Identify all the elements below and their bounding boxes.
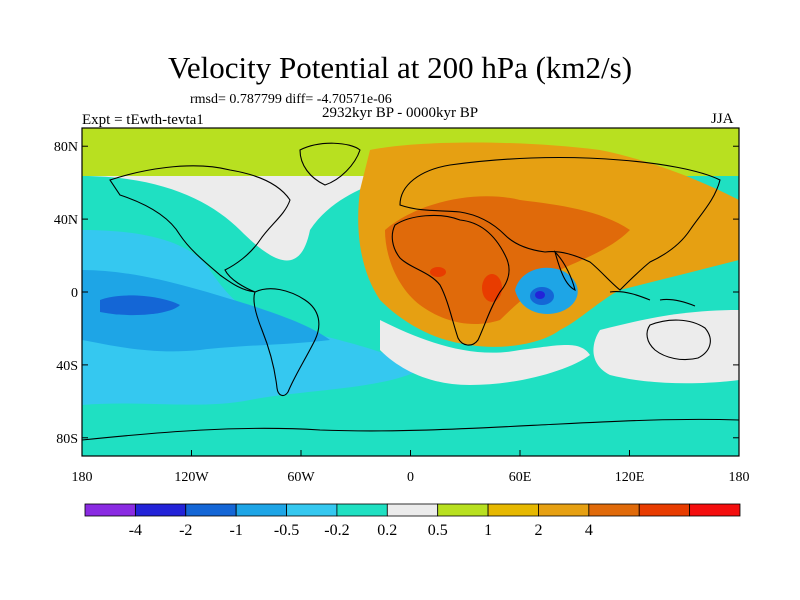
contour-south-atlantic-grey <box>380 320 590 385</box>
contour-australia-grey <box>593 310 739 384</box>
lon-tick-label: 0 <box>407 470 414 485</box>
coast-indonesia <box>609 291 696 307</box>
coast-india <box>553 250 576 292</box>
colorbar-label: 0.2 <box>377 522 397 539</box>
lon-tick-group: 180 120W 60W 0 60E 120E 180 <box>72 450 750 485</box>
coast-greenland <box>299 142 361 186</box>
contour-pacific-dark <box>100 295 180 316</box>
season-label: JJA <box>711 111 734 127</box>
colorbar-label: -4 <box>129 522 142 539</box>
experiment-label: Expt = tEwth-tevta1 <box>82 112 204 128</box>
lon-tick-label: 180 <box>729 470 750 485</box>
contour-core-west-africa <box>430 267 446 277</box>
colorbar-label: -1 <box>229 522 242 539</box>
colorbar-label: 2 <box>534 522 542 539</box>
lat-tick-group: 80N 40N 0 40S 80S <box>54 140 739 447</box>
lat-tick-label: 80N <box>54 140 78 155</box>
lat-tick-label: 40N <box>54 213 78 228</box>
colorbar-label: -0.2 <box>324 522 349 539</box>
contour-pacific-blue <box>82 270 330 352</box>
colorbar: -4 -2 -1 -0.5 -0.2 0.2 0.5 1 2 4 <box>84 503 741 539</box>
colorbar-swatch <box>638 503 691 517</box>
stats-text: rmsd= 0.787799 diff= -4.70571e-06 <box>190 92 392 107</box>
lat-tick-label: 0 <box>71 286 78 301</box>
colorbar-swatch <box>437 503 489 517</box>
lon-tick-label: 60E <box>509 470 532 485</box>
period-label: 2932kyr BP - 0000kyr BP <box>322 105 479 121</box>
coast-south-america <box>253 288 320 397</box>
colorbar-label: 1 <box>484 522 492 539</box>
coast-north-america <box>109 165 291 293</box>
coast-australia <box>646 319 711 361</box>
lat-tick-label: 80S <box>56 432 78 447</box>
colorbar-swatch <box>134 503 187 517</box>
coast-antarctica <box>82 418 739 441</box>
contour-fill-layer <box>82 128 739 456</box>
lon-tick-label: 60W <box>287 470 315 485</box>
lon-tick-label: 120W <box>174 470 209 485</box>
coast-eurasia <box>399 156 721 291</box>
map-title: Velocity Potential at 200 hPa (km2/s) <box>167 50 633 85</box>
contour-namerica-grey <box>82 176 380 261</box>
colorbar-swatch <box>386 503 439 517</box>
contour-arabian-core <box>535 291 545 299</box>
colorbar-swatch <box>185 503 237 517</box>
colorbar-swatch <box>84 503 136 517</box>
coast-africa <box>391 214 510 346</box>
colorbar-label: 4 <box>585 522 593 539</box>
colorbar-swatch <box>235 503 287 517</box>
lon-tick-label: 180 <box>72 470 93 485</box>
colorbar-swatch <box>588 503 640 517</box>
lon-tick-label: 120E <box>615 470 645 485</box>
lat-tick-label: 40S <box>56 359 78 374</box>
colorbar-label: -0.5 <box>274 522 299 539</box>
coastline-layer <box>82 142 739 441</box>
contour-core-east-africa <box>482 274 502 302</box>
colorbar-swatch <box>336 503 388 517</box>
colorbar-swatch <box>286 503 338 517</box>
colorbar-swatch <box>689 503 741 517</box>
colorbar-label: -2 <box>179 522 192 539</box>
colorbar-label: 0.5 <box>428 522 448 539</box>
colorbar-swatch <box>538 503 590 517</box>
colorbar-swatch <box>487 503 539 517</box>
